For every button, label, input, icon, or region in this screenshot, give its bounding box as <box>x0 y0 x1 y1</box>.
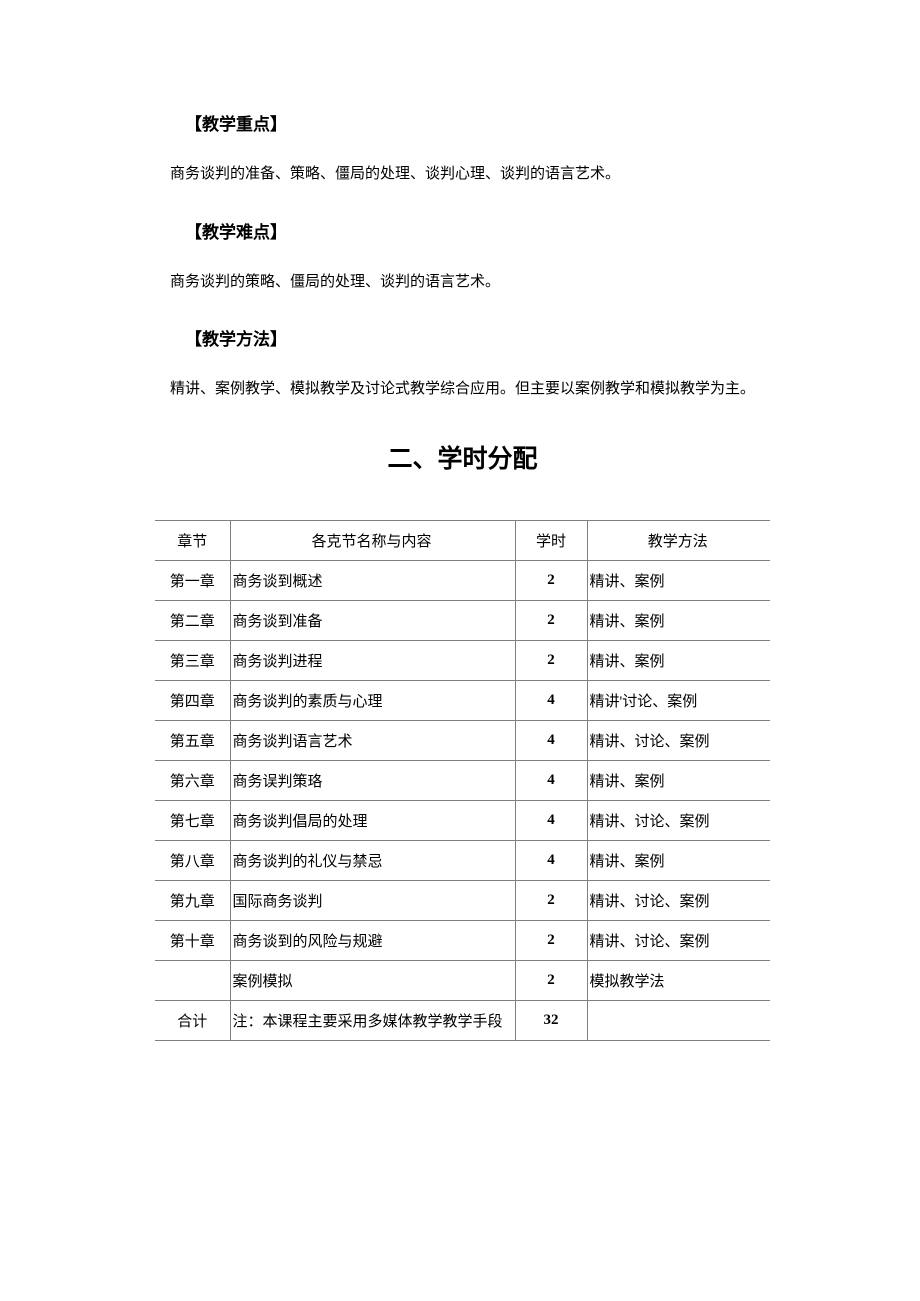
cell-chapter: 第六章 <box>155 760 230 800</box>
header-method: 教学方法 <box>587 520 770 560</box>
cell-chapter: 第三章 <box>155 640 230 680</box>
cell-chapter: 第四章 <box>155 680 230 720</box>
cell-method: 精讲、案例 <box>587 640 770 680</box>
cell-method: 精讲、讨论、案例 <box>587 800 770 840</box>
header-hours: 学时 <box>515 520 587 560</box>
cell-content: 商务谈判语言艺术 <box>230 720 515 760</box>
difficulties-heading: 【教学难点】 <box>185 218 770 243</box>
cell-hours: 4 <box>515 760 587 800</box>
table-row: 第五章商务谈判语言艺术4精讲、讨论、案例 <box>155 720 770 760</box>
cell-chapter: 第八章 <box>155 840 230 880</box>
total-chapter: 合计 <box>155 1000 230 1040</box>
cell-content: 商务谈判的礼仪与禁忌 <box>230 840 515 880</box>
table-row: 第三章商务谈判进程2精讲、案例 <box>155 640 770 680</box>
difficulties-text: 商务谈判的策略、僵局的处理、谈判的语言艺术。 <box>170 271 770 294</box>
table-row: 第一章商务谈到概述2精讲、案例 <box>155 560 770 600</box>
cell-chapter: 第五章 <box>155 720 230 760</box>
header-chapter: 章节 <box>155 520 230 560</box>
cell-hours: 2 <box>515 920 587 960</box>
cell-content: 商务误判策珞 <box>230 760 515 800</box>
main-title: 二、学时分配 <box>155 439 770 475</box>
cell-method: 精讲、案例 <box>587 840 770 880</box>
table-row: 第六章商务误判策珞4精讲、案例 <box>155 760 770 800</box>
cell-hours: 2 <box>515 960 587 1000</box>
total-hours: 32 <box>515 1000 587 1040</box>
table-row: 第九章国际商务谈判2精讲、讨论、案例 <box>155 880 770 920</box>
cell-content: 商务谈到概述 <box>230 560 515 600</box>
cell-content: 商务谈到的风险与规避 <box>230 920 515 960</box>
cell-hours: 2 <box>515 560 587 600</box>
cell-content: 商务谈判倡局的处理 <box>230 800 515 840</box>
table-row: 第十章商务谈到的风险与规避2精讲、讨论、案例 <box>155 920 770 960</box>
total-method <box>587 1000 770 1040</box>
table-row: 第二章商务谈到准备2精讲、案例 <box>155 600 770 640</box>
methods-text: 精讲、案例教学、模拟教学及讨论式教学综合应用。但主要以案例教学和模拟教学为主。 <box>170 378 770 401</box>
table-header-row: 章节 各克节名称与内容 学时 教学方法 <box>155 520 770 560</box>
total-content: 注：本课程主要采用多媒体教学教学手段 <box>230 1000 515 1040</box>
cell-content: 案例模拟 <box>230 960 515 1000</box>
cell-method: 精讲、讨论、案例 <box>587 720 770 760</box>
keypoints-text: 商务谈判的准备、策略、僵局的处理、谈判心理、谈判的语言艺术。 <box>170 163 770 186</box>
cell-chapter: 第七章 <box>155 800 230 840</box>
cell-hours: 2 <box>515 880 587 920</box>
cell-hours: 2 <box>515 640 587 680</box>
cell-hours: 4 <box>515 840 587 880</box>
table-total-row: 合计注：本课程主要采用多媒体教学教学手段32 <box>155 1000 770 1040</box>
table-row: 第八章商务谈判的礼仪与禁忌4精讲、案例 <box>155 840 770 880</box>
cell-content: 国际商务谈判 <box>230 880 515 920</box>
cell-chapter: 第二章 <box>155 600 230 640</box>
cell-content: 商务谈判进程 <box>230 640 515 680</box>
cell-method: 精讲、案例 <box>587 600 770 640</box>
cell-method: 精讲、讨论、案例 <box>587 880 770 920</box>
cell-hours: 4 <box>515 800 587 840</box>
cell-content: 商务谈判的素质与心理 <box>230 680 515 720</box>
cell-content: 商务谈到准备 <box>230 600 515 640</box>
cell-method: 精讲、案例 <box>587 760 770 800</box>
table-row: 第四章商务谈判的素质与心理4精讲'讨论、案例 <box>155 680 770 720</box>
cell-chapter: 第一章 <box>155 560 230 600</box>
cell-method: 模拟教学法 <box>587 960 770 1000</box>
cell-chapter: 第十章 <box>155 920 230 960</box>
cell-chapter: 第九章 <box>155 880 230 920</box>
cell-hours: 2 <box>515 600 587 640</box>
methods-heading: 【教学方法】 <box>185 325 770 350</box>
hours-allocation-table: 章节 各克节名称与内容 学时 教学方法 第一章商务谈到概述2精讲、案例第二章商务… <box>155 520 770 1041</box>
cell-hours: 4 <box>515 720 587 760</box>
table-row: 案例模拟2模拟教学法 <box>155 960 770 1000</box>
header-content: 各克节名称与内容 <box>230 520 515 560</box>
table-row: 第七章商务谈判倡局的处理4精讲、讨论、案例 <box>155 800 770 840</box>
cell-method: 精讲'讨论、案例 <box>587 680 770 720</box>
cell-chapter <box>155 960 230 1000</box>
cell-method: 精讲、讨论、案例 <box>587 920 770 960</box>
keypoints-heading: 【教学重点】 <box>185 110 770 135</box>
cell-method: 精讲、案例 <box>587 560 770 600</box>
cell-hours: 4 <box>515 680 587 720</box>
